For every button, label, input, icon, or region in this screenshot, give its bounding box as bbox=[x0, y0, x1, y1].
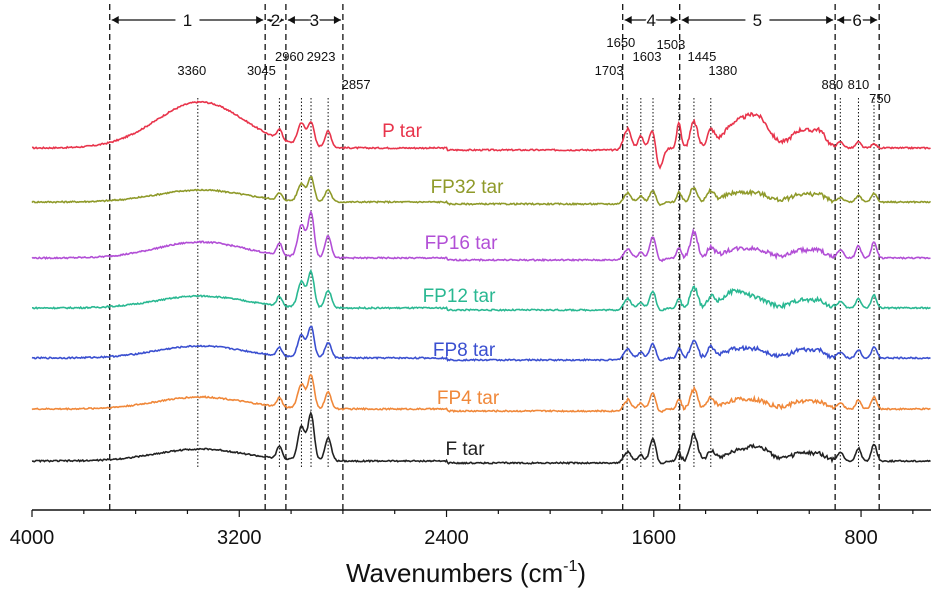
region-label: 1 bbox=[183, 11, 192, 30]
series-label: FP4 tar bbox=[437, 388, 500, 409]
x-tick-label: 3200 bbox=[217, 527, 262, 549]
series-label: FP16 tar bbox=[425, 233, 499, 254]
peak-label: 810 bbox=[848, 77, 870, 92]
x-axis-title: Wavenumbers (cm-1) bbox=[346, 558, 586, 588]
series-line-5 bbox=[31, 325, 931, 362]
series-line-2 bbox=[31, 176, 932, 207]
peak-label: 1503 bbox=[656, 37, 685, 52]
region-4: 4 bbox=[624, 9, 678, 32]
series-label: FP8 tar bbox=[433, 340, 496, 361]
x-axis-title-text: Wavenumbers (cm bbox=[346, 558, 563, 588]
series-line-3 bbox=[31, 210, 931, 263]
region-label: 4 bbox=[646, 11, 655, 30]
peak-label: 880 bbox=[821, 77, 843, 92]
region-5: 5 bbox=[681, 11, 834, 30]
series-line-7 bbox=[31, 410, 931, 466]
x-axis-title-sup: -1 bbox=[563, 558, 577, 575]
region-label: 5 bbox=[753, 11, 762, 30]
series-labels: P tar FP32 tar FP16 tar FP12 tar FP8 tar FP4 … bbox=[382, 121, 504, 460]
x-axis-title-close: ) bbox=[577, 558, 586, 588]
region-arrows: 1 2 3 4 5 6 bbox=[111, 9, 878, 32]
peak-label: 750 bbox=[869, 91, 891, 106]
peak-label: 3360 bbox=[177, 63, 206, 78]
x-tick-label: 4000 bbox=[10, 527, 55, 549]
x-tick-label: 2400 bbox=[424, 527, 469, 549]
x-tick-label: 800 bbox=[844, 527, 877, 549]
peak-label: 1445 bbox=[687, 49, 716, 64]
series-line-4 bbox=[32, 269, 931, 312]
series-label: FP32 tar bbox=[431, 177, 505, 198]
series-line-1 bbox=[31, 100, 931, 170]
series-line-6 bbox=[31, 373, 931, 413]
series-lines bbox=[31, 100, 932, 466]
series-label: F tar bbox=[445, 439, 485, 460]
peak-label: 2857 bbox=[342, 77, 371, 92]
region-label: 2 bbox=[271, 11, 280, 30]
peak-label: 1603 bbox=[633, 49, 662, 64]
peak-label: 2923 bbox=[307, 49, 336, 64]
series-label: P tar bbox=[382, 121, 422, 142]
region-2: 2 bbox=[267, 9, 284, 32]
region-label: 3 bbox=[310, 11, 319, 30]
peak-label: 3045 bbox=[247, 63, 276, 78]
peak-label: 2960 bbox=[275, 49, 304, 64]
region-label: 6 bbox=[852, 11, 861, 30]
peak-label: 1380 bbox=[708, 63, 737, 78]
region-1: 1 bbox=[111, 11, 264, 30]
peak-label: 1703 bbox=[595, 63, 624, 78]
region-guides bbox=[109, 4, 880, 510]
x-tick-label: 1600 bbox=[632, 527, 677, 549]
x-axis: 4000 3200 2400 1600 800 bbox=[10, 509, 931, 549]
peak-label: 1650 bbox=[606, 35, 635, 50]
region-3: 3 bbox=[287, 9, 341, 32]
region-6: 6 bbox=[837, 9, 878, 32]
series-label: FP12 tar bbox=[423, 286, 497, 307]
